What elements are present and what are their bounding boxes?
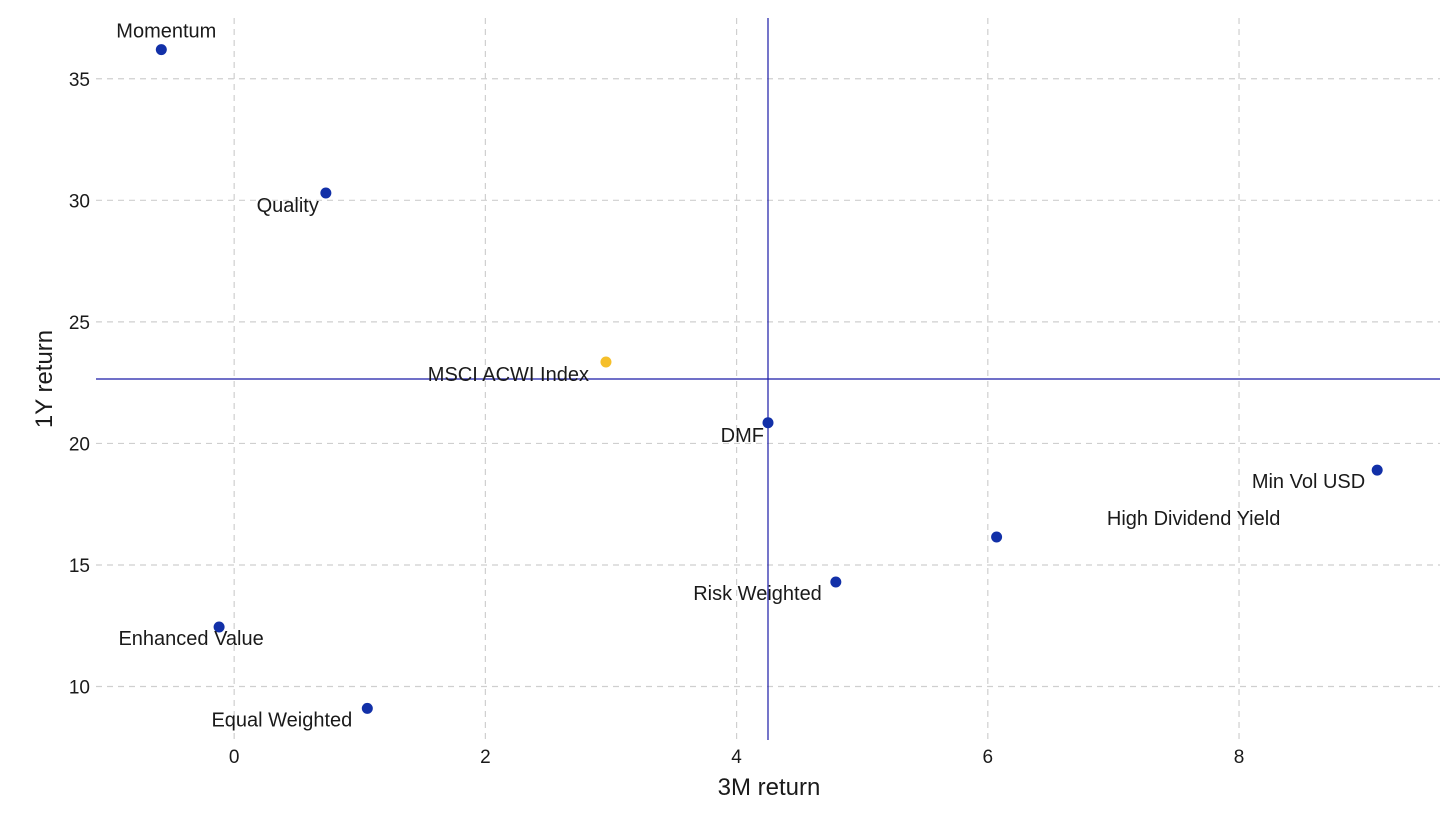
x-tick-label: 4 — [731, 747, 742, 768]
x-tick-label: 2 — [480, 747, 491, 768]
data-point — [213, 621, 225, 633]
data-point — [600, 356, 612, 368]
point-label: Quality — [257, 195, 319, 217]
data-point — [830, 576, 842, 588]
x-tick-label: 8 — [1234, 747, 1245, 768]
point-label: Equal Weighted — [211, 709, 352, 731]
data-point — [1371, 464, 1383, 476]
y-tick-label: 15 — [69, 556, 90, 577]
data-point — [361, 702, 373, 714]
data-point — [762, 417, 774, 429]
reference-lines — [96, 18, 1440, 740]
point-labels: Momentum Quality MSCI ACWI Index DMF Min Vol… — [116, 21, 1365, 732]
point-label: Min Vol USD — [1252, 471, 1365, 493]
x-tick-label: 6 — [983, 747, 994, 768]
x-axis-title: 3M return — [718, 774, 821, 801]
x-tick-label: 0 — [229, 747, 240, 768]
point-label: DMF — [721, 425, 764, 447]
point-label: High Dividend Yield — [1107, 508, 1280, 530]
data-point — [991, 531, 1003, 543]
y-tick-label: 35 — [69, 70, 90, 91]
y-tick-label: 30 — [69, 191, 90, 212]
point-label: Momentum — [116, 21, 216, 43]
point-label: Enhanced Value — [118, 628, 263, 650]
point-label: Risk Weighted — [693, 583, 822, 605]
point-label: MSCI ACWI Index — [428, 364, 589, 386]
y-axis-title: 1Y return — [31, 330, 58, 428]
data-point — [155, 44, 167, 56]
y-tick-label: 25 — [69, 313, 90, 334]
y-tick-label: 10 — [69, 678, 90, 699]
y-tick-label: 20 — [69, 434, 90, 455]
tick-labels: 0 2 4 6 8 10 15 20 25 30 35 — [69, 70, 1244, 768]
data-points — [155, 44, 1383, 714]
data-point — [320, 187, 332, 199]
